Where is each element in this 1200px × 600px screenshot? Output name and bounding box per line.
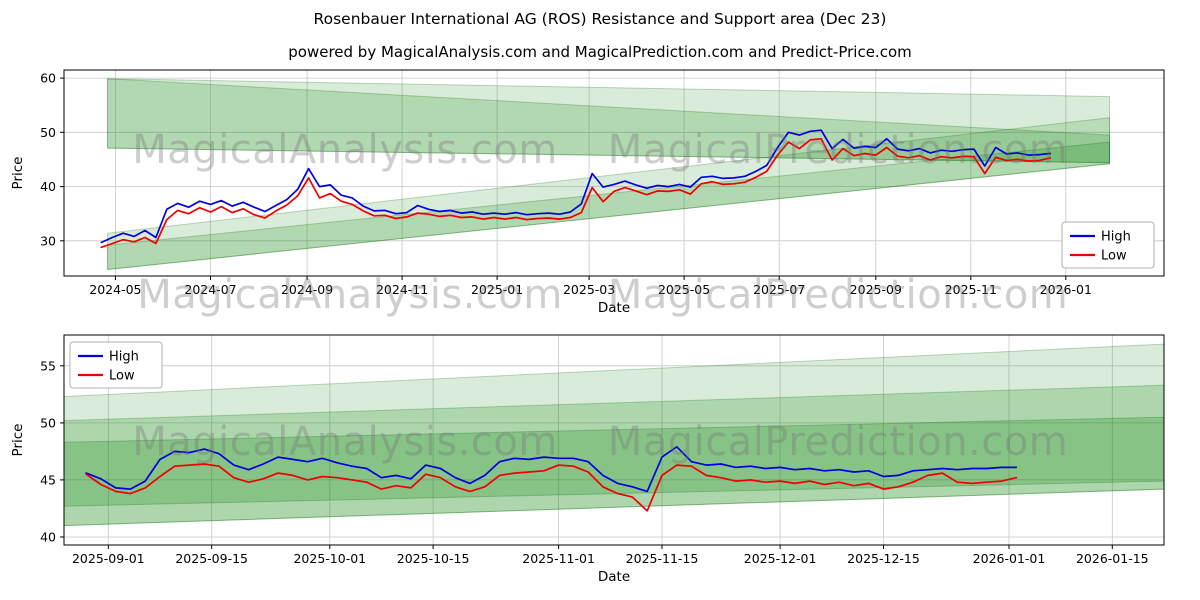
y-tick-label: 50: [40, 415, 56, 430]
x-tick-label: 2025-09-01: [72, 551, 145, 566]
support-resistance-band: [107, 78, 1110, 164]
legend-label-high: High: [1101, 230, 1131, 245]
x-tick-label: 2025-10-01: [293, 551, 366, 566]
y-tick-label: 45: [40, 472, 56, 487]
legend-label-low: Low: [109, 369, 135, 384]
y-tick-label: 55: [40, 358, 56, 373]
bottom-price-chart: 2025-09-01 2025-09-15 2025-10-01 2025-10-15…: [10, 334, 1165, 585]
series-low-line: [100, 137, 1052, 249]
legend-label-high: High: [109, 350, 139, 365]
x-tick-label: 2026-01-01: [973, 551, 1046, 566]
x-tick-label: 2025-07: [753, 282, 805, 297]
x-tick-label: 2025-12-01: [744, 551, 817, 566]
x-tick-label: 2025-12-15: [847, 551, 920, 566]
y-tick-label: 30: [40, 233, 56, 248]
plot-border: [63, 69, 1165, 277]
y-tick-label: 40: [40, 179, 56, 194]
support-resistance-band: [107, 141, 1110, 271]
x-axis-label: Date: [598, 300, 630, 316]
x-tick-label: 2024-05: [89, 282, 141, 297]
x-tick-label: 2024-07: [184, 282, 236, 297]
top-price-chart: 2024-05 2024-07 2024-09 2024-11 2025-01 2025-…: [10, 69, 1165, 316]
x-tick-label: 2025-03: [563, 282, 615, 297]
x-tick-label: 2024-11: [376, 282, 428, 297]
x-tick-label: 2025-11: [945, 282, 997, 297]
y-axis-label: Price: [10, 424, 26, 457]
x-tick-label: 2026-01-15: [1076, 551, 1149, 566]
chart-title: Rosenbauer International AG (ROS) Resist…: [313, 10, 887, 28]
x-tick-label: 2025-10-15: [397, 551, 470, 566]
y-tick-label: 60: [40, 71, 56, 86]
support-resistance-band: [107, 78, 1110, 164]
x-axis-label: Date: [598, 569, 630, 585]
chart-subtitle: powered by MagicalAnalysis.com and Magic…: [288, 43, 912, 61]
x-tick-label: 2025-11-01: [522, 551, 595, 566]
x-tick-label: 2025-01: [471, 282, 523, 297]
x-tick-label: 2025-09-15: [175, 551, 248, 566]
plot-border: [63, 334, 1165, 546]
series-high-line: [85, 445, 1018, 493]
legend-label-low: Low: [1101, 249, 1127, 264]
series-high-line: [100, 129, 1052, 244]
x-tick-label: 2025-09: [850, 282, 902, 297]
y-tick-label: 40: [40, 530, 56, 545]
y-axis-label: Price: [10, 157, 26, 190]
legend-box: [1061, 221, 1155, 269]
series-low-line: [85, 463, 1018, 512]
x-tick-label: 2026-01: [1040, 282, 1092, 297]
x-tick-label: 2025-11-15: [626, 551, 699, 566]
x-tick-label: 2024-09: [281, 282, 333, 297]
legend-box: [69, 341, 163, 389]
y-tick-label: 50: [40, 125, 56, 140]
x-tick-label: 2025-05: [658, 282, 710, 297]
support-resistance-band: [107, 117, 1110, 271]
